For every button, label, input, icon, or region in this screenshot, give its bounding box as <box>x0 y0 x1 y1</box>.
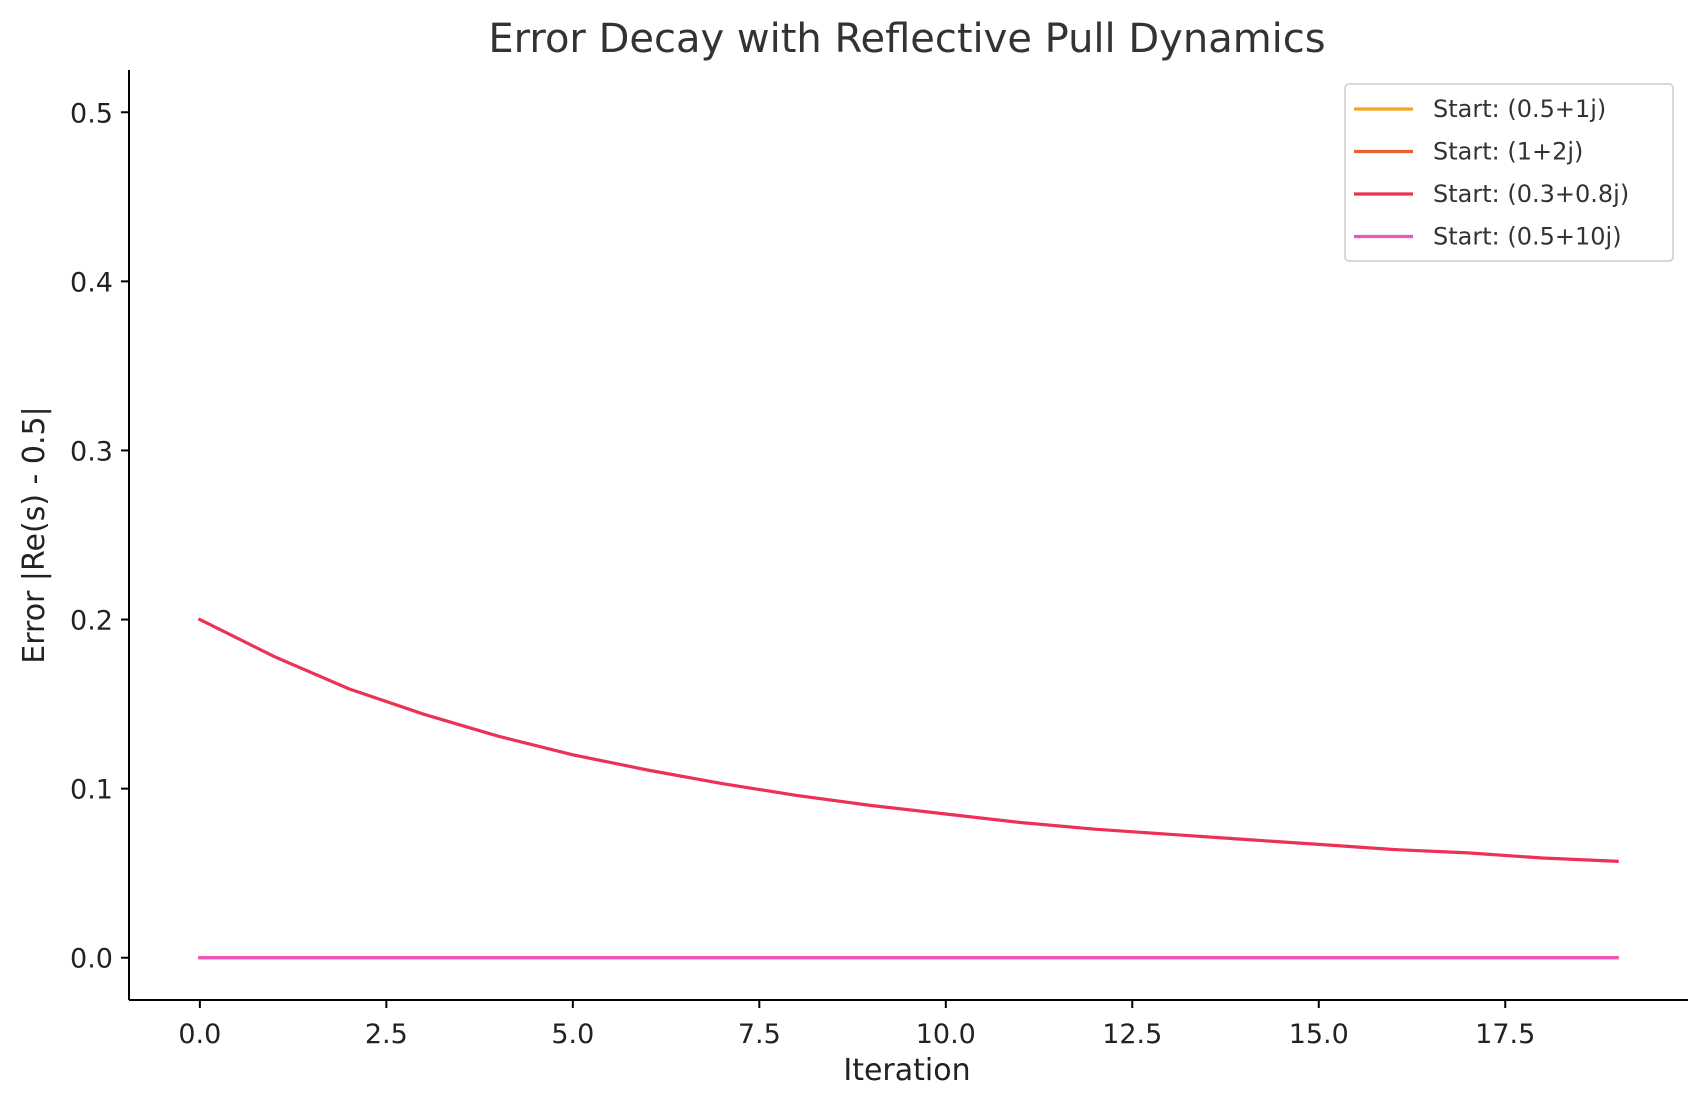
series-line-2 <box>197 617 1619 863</box>
x-tick-label: 5.0 <box>551 1019 594 1050</box>
y-tick-label: 0.3 <box>70 436 113 467</box>
y-tick-label: 0.5 <box>70 98 113 129</box>
y-ticks: 0.0 0.1 0.2 0.3 0.4 0.5 <box>70 98 129 975</box>
x-tick-label: 10.0 <box>916 1019 976 1050</box>
y-axis-label: Error |Re(s) - 0.5| <box>17 406 52 663</box>
y-tick-label: 0.1 <box>70 775 113 806</box>
plot-lines <box>197 617 1619 960</box>
x-tick-label: 2.5 <box>365 1019 408 1050</box>
x-axis-label: Iteration <box>843 1053 970 1088</box>
legend-label-1: Start: (1+2j) <box>1433 138 1583 166</box>
chart-title: Error Decay with Reflective Pull Dynamic… <box>488 16 1325 62</box>
x-tick-label: 17.5 <box>1475 1019 1535 1050</box>
x-tick-label: 15.0 <box>1289 1019 1349 1050</box>
legend-label-3: Start: (0.5+10j) <box>1433 223 1622 251</box>
y-tick-label: 0.4 <box>70 267 113 298</box>
x-ticks: 0.0 2.5 5.0 7.5 10.0 12.5 15.0 17.5 <box>178 1000 1535 1050</box>
x-tick-label: 12.5 <box>1102 1019 1162 1050</box>
y-tick-label: 0.0 <box>70 944 113 975</box>
legend-label-2: Start: (0.3+0.8j) <box>1433 180 1629 208</box>
y-tick-label: 0.2 <box>70 606 113 637</box>
x-tick-label: 0.0 <box>178 1019 221 1050</box>
legend-items: Start: (0.5+1j) Start: (1+2j) Start: (0.3+… <box>1354 95 1629 251</box>
legend-label-0: Start: (0.5+1j) <box>1433 95 1606 123</box>
legend: Start: (0.5+1j) Start: (1+2j) Start: (0.3+… <box>1344 83 1674 262</box>
x-tick-label: 7.5 <box>738 1019 781 1050</box>
legend-frame <box>1344 83 1674 262</box>
